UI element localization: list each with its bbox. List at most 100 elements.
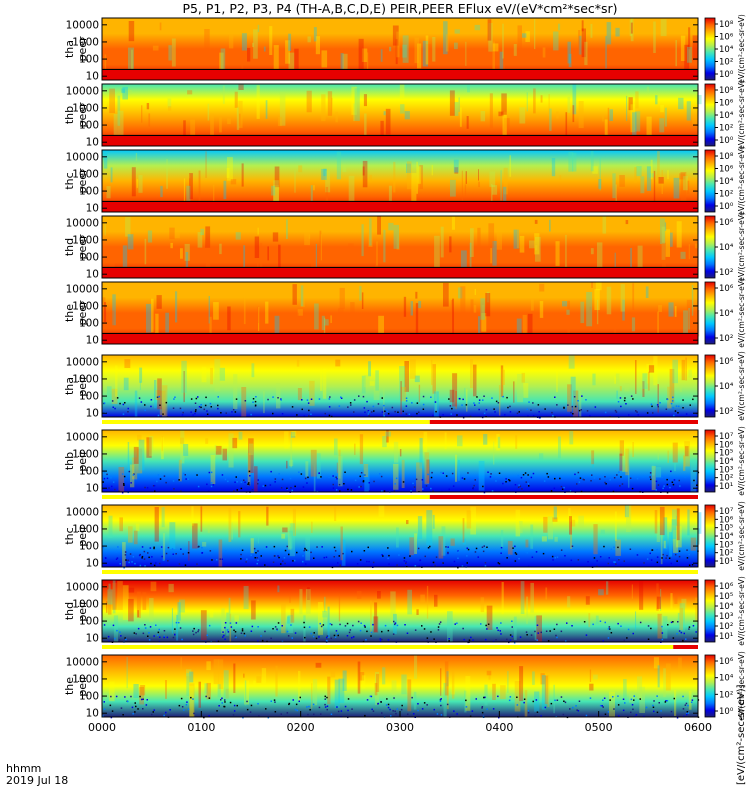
spectrogram-speckle <box>250 554 252 556</box>
spectrogram-speckle <box>614 475 616 477</box>
spectrogram-speckle <box>156 396 159 398</box>
colorbar-tick-label: 10² <box>719 622 733 632</box>
spectrogram-speckle <box>165 552 168 555</box>
spectrogram-streak <box>615 184 617 202</box>
spectrogram-speckle <box>186 701 188 703</box>
spectrogram-streak <box>298 670 301 702</box>
low-energy-band <box>102 69 698 80</box>
spectrogram-speckle <box>383 404 385 407</box>
spectrogram-streak <box>341 539 346 566</box>
spectrogram-streak <box>152 45 159 51</box>
spectrogram-speckle <box>613 477 616 479</box>
spectrogram-streak <box>426 585 429 619</box>
spectrogram-speckle <box>412 482 414 485</box>
spectrogram-speckle <box>114 637 116 640</box>
spectrogram-speckle <box>150 405 152 408</box>
spectrogram-speckle <box>385 409 387 411</box>
spectrogram-speckle <box>617 704 620 706</box>
spectrogram-speckle <box>125 638 127 641</box>
colorbar-tick-label: 10⁰ <box>719 202 734 212</box>
spectrogram-streak <box>660 218 665 244</box>
spectrogram-speckle <box>163 714 165 717</box>
spectrogram-streak <box>571 519 576 527</box>
spectrogram-speckle <box>574 473 576 476</box>
spectrogram-streak <box>180 430 185 464</box>
spectrogram-streak <box>620 284 625 312</box>
spectrogram-streak <box>111 388 118 404</box>
spectrogram-speckle <box>656 695 658 697</box>
spectrogram-streak <box>683 455 686 471</box>
spectrogram-speckle <box>432 561 435 564</box>
spectrogram-speckle <box>246 708 249 711</box>
spectrogram-speckle <box>448 398 450 400</box>
spectrogram-streak <box>144 238 147 265</box>
spectrogram-streak <box>209 316 212 333</box>
spectrogram-speckle <box>671 481 674 483</box>
spectrogram-speckle <box>517 474 519 477</box>
spectrogram-speckle <box>530 476 533 479</box>
spectrogram-speckle <box>216 710 218 712</box>
spectrogram-speckle <box>318 472 320 474</box>
x-tick-label: 0300 <box>386 721 414 734</box>
spectrogram-streak <box>151 298 154 333</box>
spectrogram-speckle <box>608 626 611 628</box>
spectrogram-speckle <box>264 564 266 566</box>
y-tick-label: 100 <box>79 54 99 66</box>
spectrogram-streak <box>670 216 674 225</box>
spectrogram-streak <box>287 616 290 624</box>
spectrogram-speckle <box>157 474 160 476</box>
spectrogram-streak <box>141 105 143 123</box>
spectrogram-speckle <box>225 412 227 414</box>
spectrogram-streak <box>133 684 139 698</box>
spectrogram-streak <box>451 216 455 230</box>
spectrogram-streak <box>126 89 132 95</box>
spectrogram-speckle <box>632 708 634 711</box>
spectrogram-streak <box>209 609 214 618</box>
spectrogram-speckle <box>347 709 349 712</box>
spectrogram-speckle <box>255 552 257 554</box>
spectrogram-speckle <box>441 490 443 493</box>
spectrogram-speckle <box>506 557 508 559</box>
spectrogram-streak <box>362 675 366 689</box>
spectrogram-speckle <box>439 698 442 701</box>
spectrogram-streak <box>474 24 481 31</box>
spectrogram-streak <box>454 167 459 174</box>
spectrogram-speckle <box>196 474 198 476</box>
spectrogram-speckle <box>201 547 203 549</box>
spectrogram-streak <box>228 433 234 468</box>
spectrogram-speckle <box>144 409 146 412</box>
spectrogram-speckle <box>265 708 267 710</box>
spectrogram-streak <box>417 516 423 539</box>
spectrogram-speckle <box>474 551 477 553</box>
spectrogram-speckle <box>130 695 132 698</box>
spectrogram-speckle <box>527 415 529 417</box>
spectrogram-speckle <box>466 547 468 549</box>
spectrogram-streak <box>481 304 485 313</box>
spectrogram-speckle <box>696 484 698 486</box>
spectrogram-speckle <box>632 398 634 400</box>
spectrogram-streak <box>414 533 417 554</box>
spectrogram-speckle <box>381 411 384 413</box>
spectrogram-speckle <box>158 628 160 631</box>
spectrogram-streak <box>688 27 691 50</box>
spectrogram-streak <box>674 306 677 317</box>
spectrogram-streak <box>146 303 152 333</box>
spectrogram-speckle <box>250 704 253 707</box>
colorbar-tick-label: 10⁸ <box>719 152 734 162</box>
spectrogram-speckle <box>442 414 444 416</box>
spectrogram-speckle <box>115 695 118 698</box>
spectrogram-streak <box>434 594 438 607</box>
spectrogram-speckle <box>618 559 620 561</box>
spectrogram-streak <box>521 372 525 383</box>
spectrogram-streak <box>307 587 310 600</box>
spectrogram-streak <box>290 431 296 438</box>
spectrogram-streak <box>458 97 460 112</box>
spectrogram-speckle <box>656 711 659 714</box>
spectrogram-speckle <box>684 704 687 706</box>
probe-label: the <box>63 677 76 695</box>
spectrogram-speckle <box>353 411 355 413</box>
spectrogram-speckle <box>308 415 310 417</box>
spectrogram-speckle <box>356 563 359 565</box>
spectrogram-speckle <box>550 490 553 492</box>
spectrogram-speckle <box>484 562 487 564</box>
